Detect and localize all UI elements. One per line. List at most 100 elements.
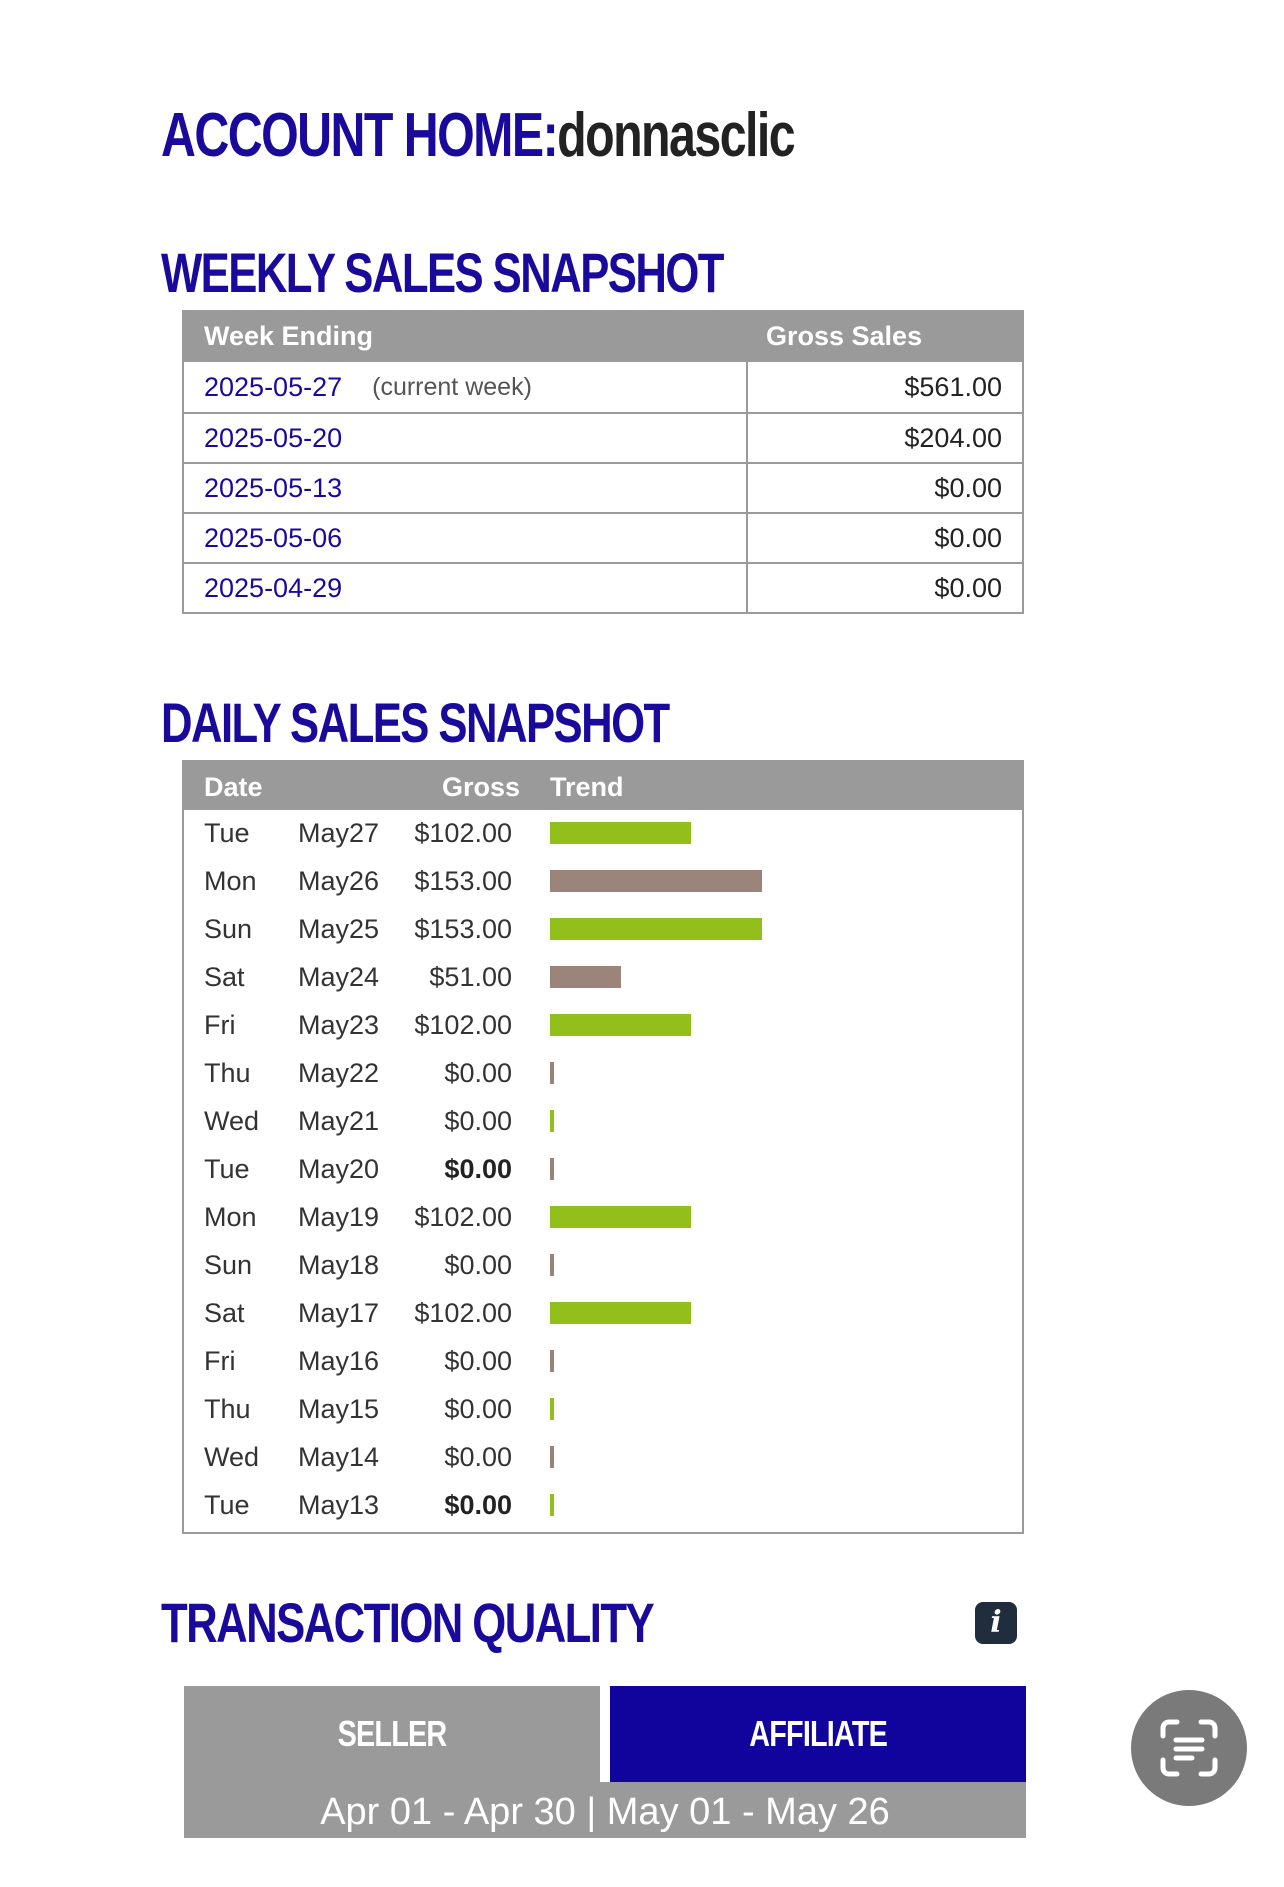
trend-bar (550, 966, 621, 988)
month-day: May13 (298, 1490, 380, 1520)
weekly-sales-table: Week Ending Gross Sales 2025-05-27 (curre… (182, 310, 1024, 614)
week-ending-header: Week Ending (204, 320, 374, 351)
text-scan-button[interactable] (1131, 1690, 1247, 1806)
trend-bar (550, 918, 762, 940)
tab-affiliate-label: AFFILIATE (749, 1713, 888, 1754)
trend-bar (550, 1062, 554, 1084)
weekly-table-header: Week Ending Gross Sales (184, 310, 1022, 362)
daily-gross: $102.00 (414, 1202, 512, 1232)
week-ending-link[interactable]: 2025-05-06 (204, 522, 343, 553)
week-ending-link[interactable]: 2025-05-20 (204, 422, 343, 453)
month-day: May19 (298, 1202, 380, 1232)
trend-bar (550, 822, 691, 844)
weekly-row: 2025-04-29 $0.00 (184, 562, 1022, 612)
daily-gross: $0.00 (444, 1154, 512, 1184)
daily-row: Mon May19 $102.00 (184, 1194, 1022, 1242)
month-day: May21 (298, 1106, 380, 1136)
week-ending-link[interactable]: 2025-04-29 (204, 572, 343, 603)
trend-bar (550, 1302, 691, 1324)
weekly-sales-heading: WEEKLY SALES SNAPSHOT (161, 241, 724, 304)
daily-row: Tue May13 $0.00 (184, 1482, 1022, 1530)
month-day: May25 (298, 914, 380, 944)
trend-bar (550, 1254, 554, 1276)
account-home-label: ACCOUNT HOME: (161, 101, 559, 170)
daily-gross: $0.00 (444, 1442, 512, 1472)
week-ending-cell: 2025-05-20 (184, 414, 748, 462)
daily-table-header: Date Gross Trend (184, 760, 1022, 810)
date-header: Date (204, 772, 263, 802)
month-day: May18 (298, 1250, 380, 1280)
daily-gross: $0.00 (444, 1106, 512, 1136)
day-of-week: Thu (204, 1394, 251, 1424)
daily-row: Fri May23 $102.00 (184, 1002, 1022, 1050)
trend-bar (550, 1158, 554, 1180)
day-of-week: Wed (204, 1442, 260, 1472)
trend-bar (550, 1446, 554, 1468)
trend-bar (550, 1206, 691, 1228)
month-day: May20 (298, 1154, 380, 1184)
month-day: May22 (298, 1058, 380, 1088)
week-ending-cell: 2025-05-06 (184, 514, 748, 562)
month-day: May14 (298, 1442, 380, 1472)
daily-gross: $102.00 (414, 1298, 512, 1328)
daily-row: Sun May25 $153.00 (184, 906, 1022, 954)
day-of-week: Fri (204, 1010, 236, 1040)
daily-gross: $0.00 (444, 1346, 512, 1376)
daily-row: Sat May24 $51.00 (184, 954, 1022, 1002)
daily-gross: $102.00 (414, 818, 512, 848)
current-week-note: (current week) (372, 372, 532, 401)
day-of-week: Tue (204, 1154, 250, 1184)
weekly-row: 2025-05-27 (current week) $561.00 (184, 362, 1022, 412)
weekly-row: 2025-05-06 $0.00 (184, 512, 1022, 562)
gross-sales-cell: $204.00 (904, 422, 1002, 453)
tab-affiliate[interactable]: AFFILIATE (610, 1686, 1026, 1782)
week-ending-link[interactable]: 2025-05-13 (204, 472, 343, 503)
daily-sales-table: Date Gross Trend Tue May27 $102.00 Mon May26… (182, 760, 1024, 1534)
day-of-week: Sun (204, 914, 253, 944)
weekly-row: 2025-05-20 $204.00 (184, 412, 1022, 462)
daily-gross: $0.00 (444, 1394, 512, 1424)
tab-seller[interactable]: SELLER (184, 1686, 600, 1782)
day-of-week: Sun (204, 1250, 253, 1280)
trend-header: Trend (550, 772, 624, 802)
daily-gross: $153.00 (414, 914, 512, 944)
trend-bar (550, 1014, 691, 1036)
gross-sales-header: Gross Sales (766, 320, 923, 351)
month-day: May17 (298, 1298, 380, 1328)
daily-row: Fri May16 $0.00 (184, 1338, 1022, 1386)
daily-gross: $102.00 (414, 1010, 512, 1040)
gross-header: Gross (442, 772, 521, 802)
daily-gross: $0.00 (444, 1058, 512, 1088)
gross-sales-cell: $0.00 (934, 522, 1002, 553)
daily-row: Wed May14 $0.00 (184, 1434, 1022, 1482)
daily-gross: $153.00 (414, 866, 512, 896)
account-home-title: ACCOUNT HOME:donnasclic (161, 100, 796, 171)
gross-sales-cell: $561.00 (904, 371, 1002, 402)
month-day: May23 (298, 1010, 380, 1040)
week-ending-cell: 2025-05-27 (current week) (184, 362, 748, 412)
trend-bar (550, 1110, 554, 1132)
info-icon[interactable]: i (975, 1602, 1017, 1644)
day-of-week: Fri (204, 1346, 236, 1376)
account-username: donnasclic (557, 101, 796, 170)
daily-gross: $0.00 (444, 1250, 512, 1280)
day-of-week: Thu (204, 1058, 251, 1088)
gross-sales-cell: $0.00 (934, 572, 1002, 603)
trend-bar (550, 1398, 554, 1420)
daily-row: Tue May20 $0.00 (184, 1146, 1022, 1194)
week-ending-link[interactable]: 2025-05-27 (204, 371, 343, 402)
trend-bar (550, 870, 762, 892)
daily-gross: $51.00 (429, 962, 512, 992)
month-day: May27 (298, 818, 380, 848)
weekly-row: 2025-05-13 $0.00 (184, 462, 1022, 512)
week-ending-cell: 2025-04-29 (184, 564, 748, 612)
day-of-week: Mon (204, 1202, 257, 1232)
day-of-week: Tue (204, 818, 250, 848)
month-day: May16 (298, 1346, 380, 1376)
month-day: May15 (298, 1394, 380, 1424)
trend-bar (550, 1494, 554, 1516)
day-of-week: Sat (204, 1298, 245, 1328)
day-of-week: Tue (204, 1490, 250, 1520)
day-of-week: Mon (204, 866, 257, 896)
